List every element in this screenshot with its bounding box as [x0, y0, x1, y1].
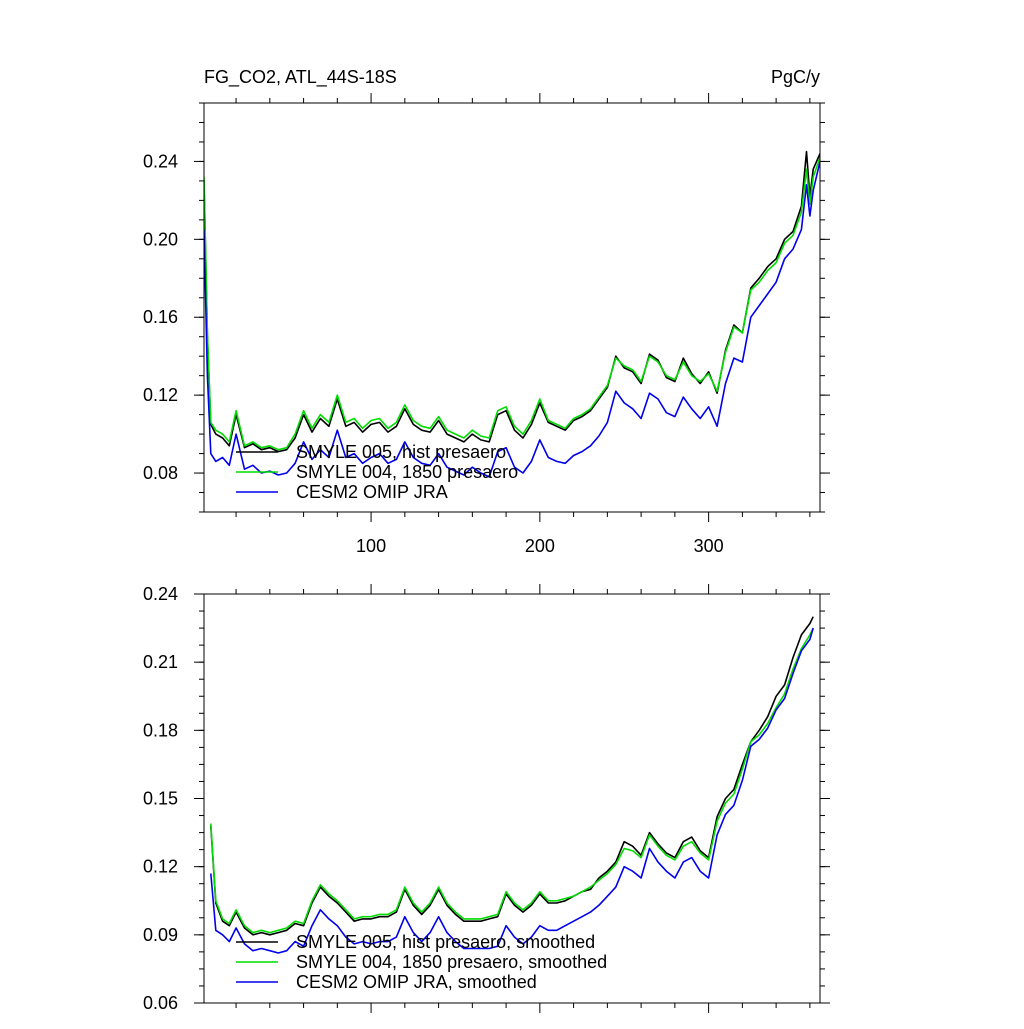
y-tick-label: 0.09 — [143, 925, 178, 945]
legend: SMYLE 005, hist presaero, smoothedSMYLE … — [236, 932, 607, 992]
series-line-1 — [210, 616, 814, 936]
y-tick-label: 0.12 — [143, 385, 178, 405]
legend-label-3: CESM2 OMIP JRA — [296, 482, 448, 502]
panel-bottom: 0.06 0.09 0.12 0.15 0.18 0.21 0.24 SMYLE 005, h… — [143, 584, 830, 1013]
y-tick-label: 0.16 — [143, 307, 178, 327]
plot-frame — [203, 102, 821, 513]
y-tick-label: 0.24 — [143, 584, 178, 604]
series-line-3 — [210, 627, 814, 954]
y-tick-label: 0.20 — [143, 229, 178, 249]
legend-label-3: CESM2 OMIP JRA, smoothed — [296, 972, 537, 992]
units-label: PgC/y — [771, 67, 820, 87]
y-tick-label: 0.24 — [143, 151, 178, 171]
series-lines — [204, 150, 820, 478]
x-tick-label: 300 — [694, 536, 724, 556]
series-line-2 — [210, 627, 814, 934]
y-tick-label: 0.08 — [143, 463, 178, 483]
legend-label-2: SMYLE 004, 1850 presaero, smoothed — [296, 952, 607, 972]
y-tick-label: 0.15 — [143, 789, 178, 809]
y-tick-label: 0.18 — [143, 720, 178, 740]
y-tick-label: 0.06 — [143, 993, 178, 1013]
x-tick-label: 200 — [525, 536, 555, 556]
series-line-3 — [204, 161, 820, 478]
series-line-1 — [204, 150, 820, 453]
y-tick-label: 0.21 — [143, 652, 178, 672]
legend-label-1: SMYLE 005, hist presaero, smoothed — [296, 932, 595, 952]
chart-title: FG_CO2, ATL_44S-18S — [204, 67, 397, 88]
series-lines — [210, 616, 814, 954]
legend-label-2: SMYLE 004, 1850 presaero — [296, 462, 518, 482]
panel-top: FG_CO2, ATL_44S-18S PgC/y 100 200 300 0.08 0.1… — [143, 67, 830, 556]
x-tick-label: 100 — [356, 536, 386, 556]
legend-label-1: SMYLE 005, hist presaero — [296, 442, 506, 462]
y-tick-label: 0.12 — [143, 857, 178, 877]
series-line-2 — [204, 157, 820, 451]
